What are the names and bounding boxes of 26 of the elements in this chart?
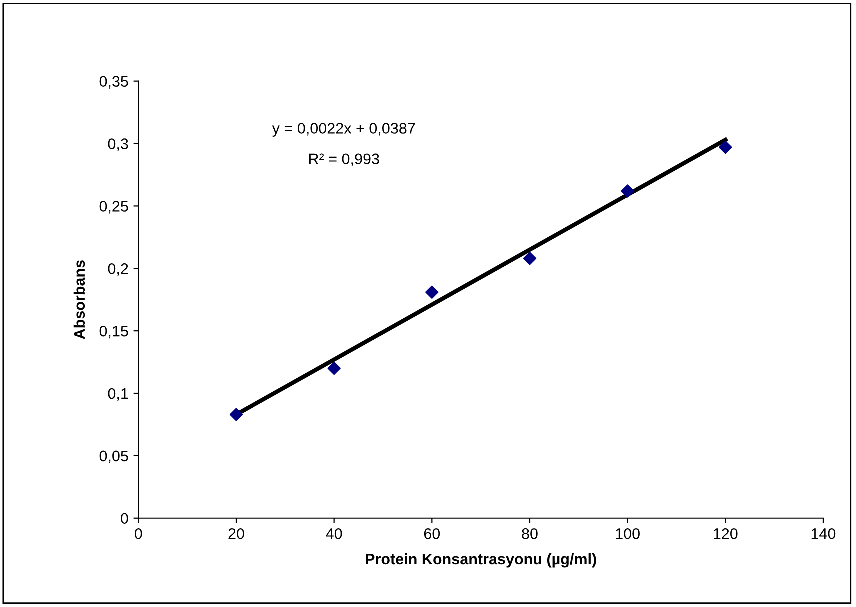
point — [523, 252, 537, 266]
point — [719, 140, 732, 154]
y-tick-label: 0,1 — [108, 388, 128, 401]
point — [426, 286, 439, 299]
x-tick-label: 100 — [616, 528, 640, 540]
y-tick-label: 0,15 — [100, 326, 128, 339]
x-tick-label: 60 — [424, 528, 440, 540]
x-tick-label: 80 — [522, 528, 538, 540]
x-tick-label: 140 — [812, 528, 836, 540]
x-tick-label: 40 — [326, 528, 342, 540]
y-tick-label: 0,2 — [108, 264, 128, 276]
point — [230, 408, 244, 422]
y-tick-label: 0,05 — [100, 450, 128, 464]
x-tick-label: 0 — [135, 528, 142, 540]
y-tick-label: 0,25 — [100, 201, 128, 214]
point — [621, 184, 634, 198]
y-tick-label: 0,35 — [100, 76, 128, 89]
x-axis-title: Protein Konsantrasyonu (µg/ml) — [366, 553, 596, 568]
y-tick-label: 0,3 — [108, 138, 128, 152]
x-tick-label: 20 — [228, 528, 244, 540]
point — [328, 362, 341, 376]
annotation: R² = 0,993 — [309, 154, 380, 166]
annotation: y = 0,0022x + 0,0387 — [272, 123, 416, 137]
y-tick-label: 0 — [121, 513, 128, 524]
x-tick-label: 120 — [714, 528, 738, 540]
y-axis-title: Absorbans — [74, 260, 86, 340]
